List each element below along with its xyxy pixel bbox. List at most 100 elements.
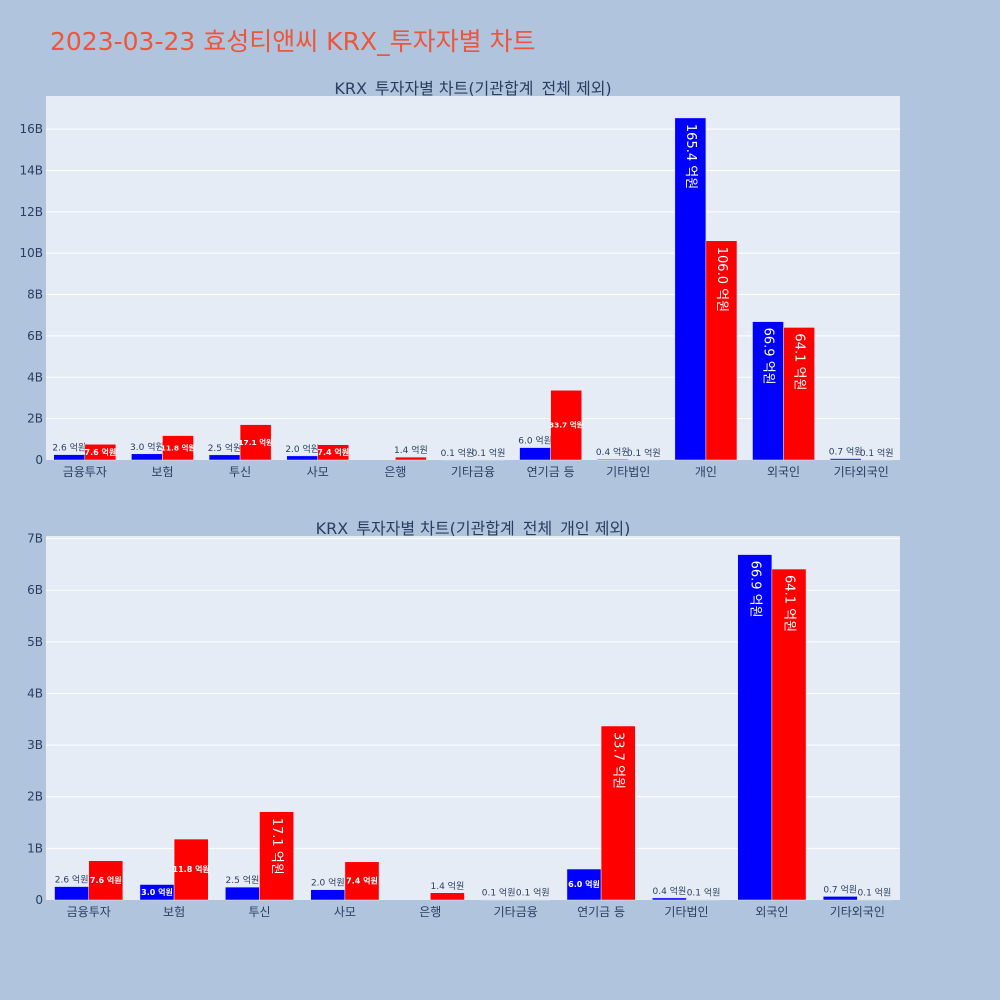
data-label: 0.1 억원 — [687, 886, 721, 898]
y-tick-label: 14B — [19, 163, 43, 177]
bar-buy — [286, 455, 318, 461]
bar-buy — [225, 886, 260, 901]
y-tick-label: 1B — [27, 841, 43, 855]
data-label: 0.1 억원 — [472, 447, 506, 459]
data-label: 2.6 억원 — [52, 442, 86, 454]
data-label: 33.7 억원 — [611, 732, 626, 789]
bar-buy — [208, 454, 241, 461]
data-label: 11.8 억원 — [173, 864, 210, 874]
bar-buy — [596, 458, 629, 461]
data-label: 2.5 억원 — [208, 442, 242, 454]
bar-buy — [652, 897, 687, 901]
bar-buy — [310, 889, 346, 901]
x-tick-label: 외국인 — [755, 905, 788, 919]
bar-sell — [259, 811, 294, 901]
x-tick-label: 금융투자 — [63, 465, 107, 479]
bar-buy — [829, 458, 862, 461]
data-label: 3.0 억원 — [141, 887, 173, 897]
x-tick-label: 기타금융 — [494, 905, 538, 919]
x-tick-label: 외국인 — [767, 465, 800, 479]
data-label: 6.0 억원 — [518, 435, 552, 447]
data-label: 7.6 억원 — [90, 875, 122, 885]
y-tick-label: 6B — [27, 329, 43, 343]
data-label: 33.7 억원 — [549, 421, 584, 430]
y-tick-label: 3B — [27, 738, 43, 752]
y-tick-label: 4B — [27, 686, 43, 700]
x-tick-label: 은행 — [384, 464, 406, 479]
y-tick-label: 10B — [19, 246, 43, 260]
bar-buy — [752, 321, 784, 461]
y-tick-label: 16B — [19, 122, 43, 136]
x-tick-label: 기타외국인 — [834, 465, 889, 479]
data-label: 7.6 억원 — [85, 447, 117, 457]
y-tick-label: 4B — [27, 370, 43, 384]
bar-sell — [783, 327, 815, 461]
y-tick-label: 0 — [35, 453, 43, 467]
chart-bottom: KRX_투자자별 차트(기관합계_전체_개인 제외) 0 1B 2B 3B 4B 5B 6B 7… — [27, 519, 900, 919]
x-tick-label: 금융투자 — [67, 905, 111, 919]
bar-buy — [822, 896, 858, 901]
data-label: 165.4 억원 — [683, 124, 698, 189]
data-label: 7.4 억원 — [346, 876, 378, 886]
data-label: 11.8 억원 — [161, 443, 196, 452]
data-label: 17.1 억원 — [238, 438, 273, 447]
chart-top: KRX_투자자별 차트(기관합계_전체 제외) 0 2B 4B 6B 8B 10B 12B 14… — [19, 79, 900, 479]
bar-sell — [344, 861, 380, 901]
x-tick-label: 투신 — [229, 465, 251, 479]
data-label: 0.1 억원 — [860, 447, 894, 459]
data-label: 66.9 억원 — [761, 328, 776, 385]
data-label: 0.7 억원 — [829, 446, 863, 458]
bar-sell — [162, 435, 194, 461]
bar-buy — [674, 117, 707, 461]
bar-sell — [686, 899, 721, 901]
data-label: 0.1 억원 — [482, 886, 516, 898]
bar-buy — [566, 868, 602, 901]
x-tick-label: 기타법인 — [606, 465, 650, 479]
x-tick-label: 사모 — [307, 465, 329, 479]
data-label: 0.7 억원 — [823, 883, 857, 895]
y-tick-label: 8B — [27, 288, 43, 302]
y-tick-label: 12B — [19, 205, 43, 219]
data-label: 0.4 억원 — [596, 446, 630, 458]
data-label: 17.1 억원 — [269, 818, 284, 875]
data-label: 0.1 억원 — [627, 447, 661, 459]
bar-sell — [705, 240, 738, 461]
bar-buy — [131, 453, 163, 461]
bar-sell — [600, 725, 636, 901]
x-tick-label: 사모 — [334, 905, 356, 919]
x-tick-label: 기타외국인 — [830, 905, 885, 919]
data-label: 6.0 억원 — [568, 879, 600, 889]
y-tick-label: 6B — [27, 583, 43, 597]
data-label: 0.1 억원 — [516, 886, 550, 898]
bar-buy — [481, 899, 516, 901]
x-tick-label: 기타금융 — [451, 465, 495, 479]
bar-sell — [515, 899, 551, 901]
y-tick-label: 0 — [35, 893, 43, 907]
data-label: 7.4 억원 — [317, 447, 349, 457]
x-tick-label: 연기금 등 — [527, 465, 575, 479]
data-label: 0.1 억원 — [441, 447, 475, 459]
bar-buy — [519, 447, 551, 461]
data-label: 1.4 억원 — [394, 444, 428, 456]
bar-sell — [395, 456, 427, 461]
y-tick-label: 5B — [27, 635, 43, 649]
data-label: 2.5 억원 — [226, 874, 260, 886]
data-label: 106.0 억원 — [714, 247, 729, 312]
data-label: 0.4 억원 — [653, 885, 687, 897]
data-label: 0.1 억원 — [858, 886, 892, 898]
bar-buy — [54, 886, 89, 901]
data-label: 64.1 억원 — [792, 333, 807, 390]
y-tick-label: 2B — [27, 412, 43, 426]
y-tick-label: 7B — [27, 532, 43, 546]
bar-sell — [84, 444, 117, 461]
chart-title: KRX_투자자별 차트(기관합계_전체 제외) — [334, 79, 611, 99]
data-label: 1.4 억원 — [431, 880, 465, 892]
bar-sell — [430, 892, 465, 901]
x-tick-label: 투신 — [248, 905, 270, 919]
bar-sell — [857, 899, 892, 901]
data-label: 64.1 억원 — [781, 575, 796, 632]
data-label: 66.9 억원 — [747, 561, 762, 618]
x-tick-label: 보험 — [151, 465, 173, 479]
bar-sell — [771, 568, 807, 901]
bar-buy — [737, 554, 773, 901]
